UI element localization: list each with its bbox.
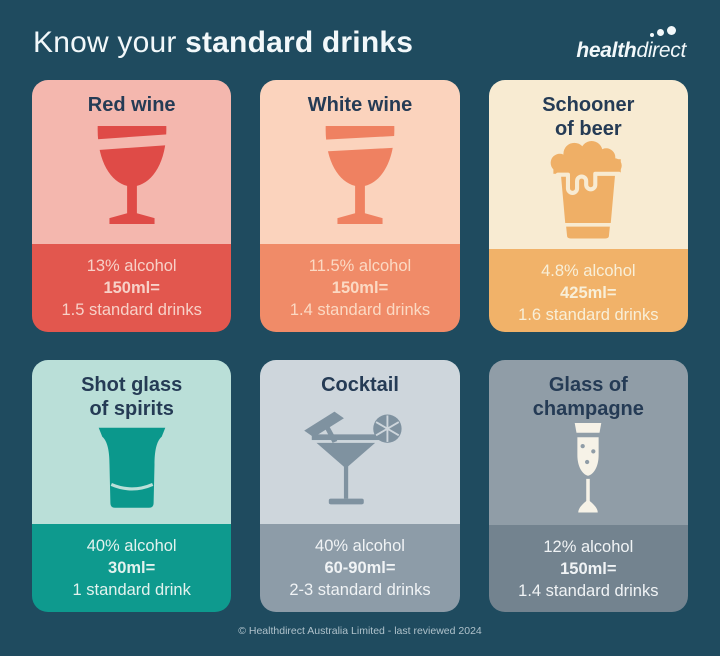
card-stats: 4.8% alcohol 425ml= 1.6 standard drinks bbox=[488, 249, 688, 332]
card-shot-glass-of-spirits: Shot glass of spirits 40% alcohol 30ml= 1… bbox=[32, 360, 232, 612]
red-wine-glass-icon bbox=[32, 117, 231, 244]
card-schooner-of-beer: Schooner of beer 4.8% bbox=[488, 80, 688, 332]
copyright-text: © Healthdirect Australia Limited - last … bbox=[238, 625, 482, 637]
card-stats: 12% alcohol 150ml= 1.4 standard drinks bbox=[488, 525, 688, 612]
card-red-wine: Red wine 13% alcohol 150ml= 1.5 standard… bbox=[32, 80, 232, 332]
card-title: Shot glass of spirits bbox=[81, 374, 183, 420]
card-title: Glass of champagne bbox=[532, 374, 644, 420]
card-top: Cocktail bbox=[260, 360, 460, 524]
volume: 425ml= bbox=[560, 284, 617, 302]
standard-drinks: 1 standard drink bbox=[72, 581, 191, 599]
card-top: Glass of champagne bbox=[488, 360, 688, 525]
standard-drinks: 1.4 standard drinks bbox=[289, 301, 431, 319]
card-cocktail: Cocktail bbox=[260, 360, 460, 612]
shot-glass-icon bbox=[32, 421, 231, 524]
standard-drinks: 1.5 standard drinks bbox=[61, 301, 202, 319]
alcohol-percentage: 4.8% alcohol bbox=[541, 262, 636, 280]
volume: 150ml= bbox=[331, 279, 389, 297]
header: Know your standard drinks healthdirect bbox=[0, 0, 720, 80]
volume: 150ml= bbox=[103, 279, 160, 297]
card-white-wine: White wine 11.5% alcohol 150ml= 1.4 stan… bbox=[260, 80, 460, 332]
card-stats: 40% alcohol 30ml= 1 standard drink bbox=[32, 524, 232, 612]
standard-drinks: 1.4 standard drinks bbox=[518, 582, 659, 600]
card-top: White wine bbox=[260, 80, 460, 244]
card-stats: 40% alcohol 60-90ml= 2-3 standard drinks bbox=[260, 524, 460, 612]
beer-schooner-icon bbox=[489, 141, 688, 249]
page-title-bold: standard drinks bbox=[185, 26, 414, 59]
card-top: Schooner of beer bbox=[488, 80, 688, 249]
alcohol-percentage: 40% alcohol bbox=[315, 537, 405, 555]
card-top: Shot glass of spirits bbox=[32, 360, 232, 524]
card-glass-of-champagne: Glass of champagne 12% alcohol 150ml= bbox=[488, 360, 688, 612]
healthdirect-logo: healthdirect bbox=[576, 26, 686, 63]
volume: 150ml= bbox=[560, 560, 617, 578]
alcohol-percentage: 13% alcohol bbox=[86, 257, 177, 275]
standard-drinks: 1.6 standard drinks bbox=[518, 306, 659, 324]
white-wine-glass-icon bbox=[260, 117, 459, 244]
footer: © Healthdirect Australia Limited - last … bbox=[0, 625, 720, 637]
drinks-grid: Red wine 13% alcohol 150ml= 1.5 standard… bbox=[0, 80, 720, 612]
card-title: Cocktail bbox=[321, 374, 399, 396]
standard-drinks: 2-3 standard drinks bbox=[289, 581, 431, 599]
logo-wordmark: healthdirect bbox=[576, 39, 686, 62]
alcohol-percentage: 11.5% alcohol bbox=[308, 257, 412, 275]
page-title-regular: Know your bbox=[33, 26, 186, 59]
cocktail-glass-icon bbox=[260, 397, 459, 524]
alcohol-percentage: 40% alcohol bbox=[86, 537, 177, 555]
logo-dots-icon bbox=[650, 26, 676, 38]
card-stats: 13% alcohol 150ml= 1.5 standard drinks bbox=[32, 244, 232, 332]
page-title: Know your standard drinks bbox=[33, 26, 413, 59]
volume: 30ml= bbox=[108, 559, 156, 577]
card-title: White wine bbox=[307, 94, 413, 116]
volume: 60-90ml= bbox=[324, 559, 396, 577]
card-title: Schooner of beer bbox=[542, 94, 635, 140]
champagne-flute-icon bbox=[489, 421, 688, 525]
card-top: Red wine bbox=[32, 80, 232, 244]
card-title: Red wine bbox=[87, 94, 176, 116]
card-stats: 11.5% alcohol 150ml= 1.4 standard drinks bbox=[260, 244, 460, 332]
alcohol-percentage: 12% alcohol bbox=[543, 538, 634, 556]
